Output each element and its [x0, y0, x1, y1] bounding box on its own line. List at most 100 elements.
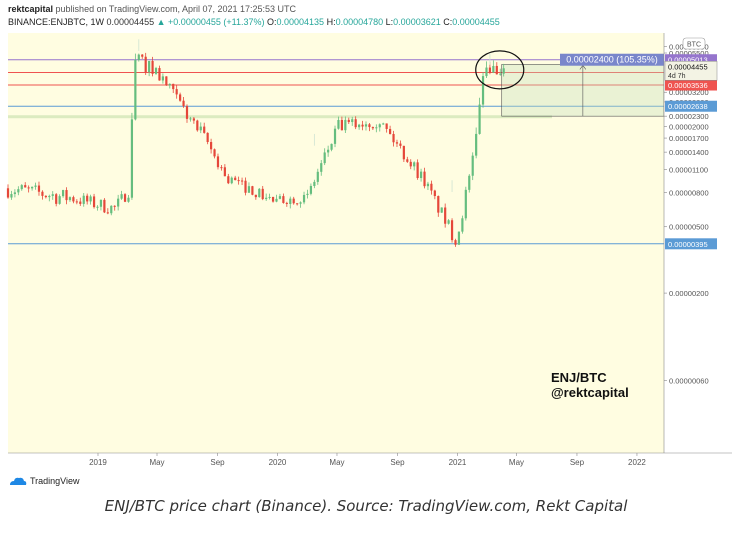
candle-body: [65, 190, 68, 201]
candle: [351, 116, 354, 126]
y-tick-label-12: 0.00001100: [669, 166, 708, 175]
candle: [68, 196, 72, 202]
candle-body: [240, 180, 244, 182]
open-value: 0.00004135: [276, 17, 325, 27]
candle-body: [275, 198, 278, 202]
candle-body: [333, 128, 337, 144]
x-tick-label-5: Sep: [390, 458, 405, 467]
measure-label-bg: [560, 53, 664, 66]
candle: [141, 54, 144, 59]
candle-body: [13, 192, 16, 195]
candle-body: [481, 76, 485, 105]
price-chart[interactable]: 0.00002400 (105.35%) 0.000060000.0000550…: [0, 0, 732, 470]
highlight-circle: [475, 50, 525, 90]
candle-body: [6, 188, 10, 198]
candle-body: [323, 152, 326, 164]
candle: [378, 123, 381, 132]
candle-body: [340, 119, 344, 131]
candle-body: [206, 132, 209, 143]
y-tick-label-8: 0.00002300: [669, 112, 709, 121]
change-value: +0.00000455 (+11.37%): [168, 17, 265, 27]
candle: [120, 190, 123, 200]
level-label-4: 0.00000395: [668, 240, 708, 249]
candle: [254, 194, 257, 200]
candle-body: [89, 196, 92, 202]
candle: [196, 119, 199, 132]
current-price-label: 0.00004455: [668, 62, 708, 71]
candle: [271, 196, 275, 203]
candle-body: [58, 196, 61, 204]
candle-body: [30, 186, 34, 189]
candle: [175, 84, 178, 99]
candle: [444, 203, 447, 228]
candle-body: [488, 67, 492, 73]
candle: [79, 197, 82, 206]
candle: [230, 176, 233, 185]
candle: [450, 218, 454, 243]
candle: [399, 140, 402, 149]
candle-body: [209, 142, 213, 150]
candle: [82, 193, 85, 207]
candle: [168, 83, 171, 89]
candle-body: [330, 143, 333, 150]
candle: [65, 187, 68, 205]
candle-body: [347, 119, 350, 123]
candle-body: [292, 198, 295, 204]
candle-body: [296, 203, 299, 205]
candle-body: [175, 89, 178, 95]
candle-body: [227, 176, 230, 184]
candle: [41, 190, 44, 200]
candle: [409, 159, 412, 170]
candle: [327, 145, 330, 157]
publisher-name: rektcapital: [8, 4, 54, 14]
candle-body: [464, 189, 467, 219]
candle-body: [165, 76, 168, 86]
candle: [199, 122, 202, 134]
x-tick-label-4: May: [329, 458, 344, 467]
candle: [117, 194, 120, 211]
measure-label: 0.00002400 (105.35%): [566, 55, 658, 65]
y-tick-label-9: 0.00002000: [669, 122, 709, 131]
candle: [402, 145, 405, 163]
candle: [502, 63, 505, 77]
candle: [423, 167, 426, 189]
candle: [461, 215, 464, 234]
tradingview-logo[interactable]: TradingView: [9, 476, 80, 486]
candle-body: [409, 161, 412, 167]
candle-body: [475, 133, 478, 156]
level-label-0: 0.00005013: [668, 56, 708, 65]
candle: [75, 199, 78, 205]
candle: [55, 193, 58, 207]
candle: [478, 97, 481, 135]
candle-body: [344, 119, 347, 131]
candle: [123, 193, 127, 203]
publisher-line: rektcapital published on TradingView.com…: [8, 4, 296, 14]
candle-body: [364, 124, 368, 127]
candle-body: [154, 68, 158, 74]
candle-body: [433, 190, 436, 197]
candle-body: [289, 198, 292, 204]
candle-body: [278, 196, 282, 199]
candle-body: [306, 193, 309, 195]
candle: [368, 122, 371, 132]
candle-body: [447, 220, 450, 224]
candle: [278, 193, 282, 200]
candle: [337, 116, 340, 130]
candle: [223, 164, 226, 177]
candle-body: [251, 186, 254, 195]
candle-body: [137, 54, 140, 60]
candle: [137, 53, 140, 62]
candle: [72, 195, 75, 204]
candle: [495, 62, 498, 75]
candle: [433, 189, 436, 200]
candle: [265, 193, 268, 201]
candle: [316, 168, 319, 185]
candle-body: [161, 76, 165, 81]
candle-body: [37, 185, 41, 192]
candle: [499, 68, 502, 76]
candle-body: [189, 118, 192, 120]
candle: [185, 104, 189, 123]
candle-body: [72, 197, 75, 202]
low-label: L:: [385, 17, 394, 27]
candle: [289, 196, 292, 209]
